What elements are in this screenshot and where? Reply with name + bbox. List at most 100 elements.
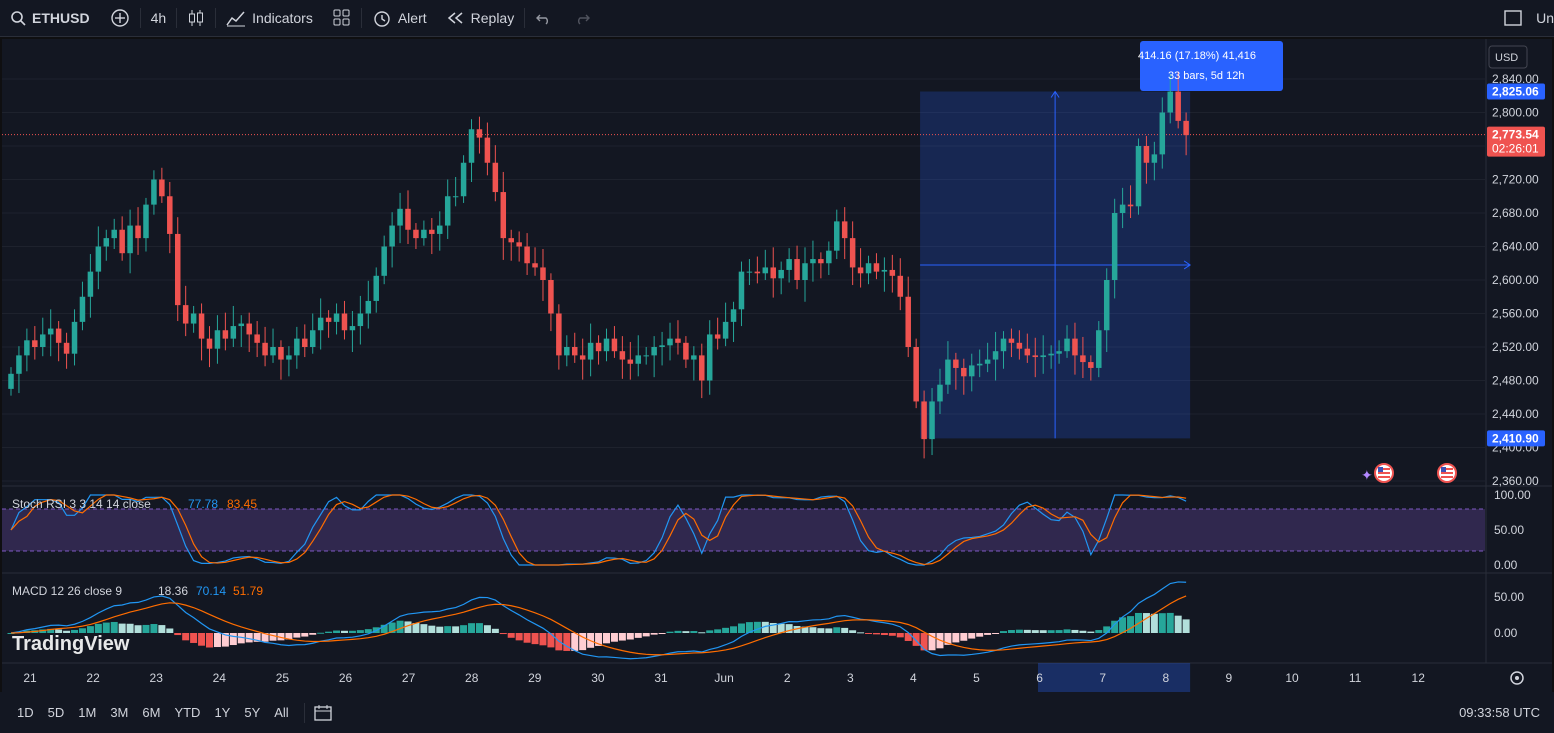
stoch-tick-label: 100.00 bbox=[1494, 488, 1531, 502]
chart-area[interactable]: ✦ 2,840.002,800.002,760.002,720.002,680.… bbox=[2, 39, 1552, 692]
interval-button[interactable]: 4h bbox=[141, 0, 177, 36]
macd-histogram-bar bbox=[412, 623, 420, 633]
candle-body bbox=[889, 269, 896, 276]
macd-histogram-bar bbox=[595, 633, 603, 646]
macd-pane bbox=[7, 581, 1190, 660]
stoch-rsi-pane bbox=[2, 494, 1485, 566]
macd-histogram-bar bbox=[523, 633, 531, 643]
candle-body bbox=[849, 238, 856, 268]
candle-body bbox=[532, 263, 538, 268]
macd-histogram-bar bbox=[174, 633, 182, 636]
macd-histogram-bar bbox=[817, 628, 825, 633]
candle-body bbox=[667, 338, 673, 346]
us-flag-event-icon[interactable] bbox=[1437, 463, 1457, 483]
candle-body bbox=[1024, 348, 1031, 356]
candle-body bbox=[1072, 338, 1078, 356]
range-button-all[interactable]: All bbox=[274, 705, 289, 720]
macd-histogram-bar bbox=[404, 621, 412, 633]
price-tick-label: 2,560.00 bbox=[1492, 307, 1539, 321]
candle-body bbox=[286, 355, 292, 360]
candle-body bbox=[405, 208, 411, 230]
range-button-6m[interactable]: 6M bbox=[142, 705, 161, 720]
price-axis[interactable]: 2,840.002,800.002,760.002,720.002,680.00… bbox=[1487, 45, 1545, 640]
price-tick-label: 2,680.00 bbox=[1492, 206, 1539, 220]
range-button-1d[interactable]: 1D bbox=[17, 705, 34, 720]
indicators-button[interactable]: Indicators bbox=[216, 0, 323, 36]
chart-canvas[interactable]: ✦ 2,840.002,800.002,760.002,720.002,680.… bbox=[2, 39, 1552, 692]
measure-time-highlight bbox=[1038, 663, 1191, 692]
flag-canton bbox=[1378, 467, 1383, 472]
currency-button bbox=[1488, 45, 1528, 69]
candle-body bbox=[564, 347, 570, 356]
symbol-label: ETHUSD bbox=[32, 10, 90, 26]
macd-histogram-bar bbox=[86, 626, 94, 633]
macd-histogram-bar bbox=[1166, 612, 1174, 633]
macd-histogram-bar bbox=[1047, 630, 1055, 633]
macd-histogram-bar bbox=[888, 633, 896, 636]
templates-button[interactable] bbox=[323, 0, 361, 36]
flag-stripe bbox=[1378, 476, 1390, 478]
time-tick-label: 28 bbox=[465, 671, 479, 685]
gear-ring bbox=[1510, 671, 1524, 685]
candle-body bbox=[365, 300, 372, 314]
replay-button[interactable]: Replay bbox=[437, 0, 525, 36]
candle-body bbox=[921, 401, 927, 440]
clock[interactable]: 09:33:58 UTC bbox=[1459, 705, 1540, 720]
candle-body bbox=[174, 233, 181, 306]
settings-gear-icon[interactable] bbox=[1510, 671, 1524, 685]
candle-body bbox=[929, 401, 935, 440]
macd-histogram-bar bbox=[1087, 631, 1095, 633]
countdown-label: 02:26:01 bbox=[1492, 142, 1539, 156]
divider bbox=[176, 8, 178, 28]
candle-body bbox=[778, 269, 784, 279]
unnamed-layout[interactable]: Un bbox=[1532, 0, 1554, 36]
range-button-5d[interactable]: 5D bbox=[47, 705, 65, 720]
candle-body bbox=[119, 229, 125, 254]
currency-label: USD bbox=[1495, 52, 1518, 64]
calendar-icon[interactable] bbox=[313, 704, 333, 722]
macd-histogram-bar bbox=[301, 633, 309, 637]
macd-histogram-bar bbox=[396, 620, 404, 633]
range-button-1m[interactable]: 1M bbox=[78, 705, 97, 720]
range-button-3m[interactable]: 3M bbox=[110, 705, 129, 720]
macd-histogram-bar bbox=[325, 631, 333, 633]
candle-body bbox=[1135, 146, 1142, 207]
symbol-search[interactable]: ETHUSD bbox=[0, 0, 100, 36]
time-tick-label: 21 bbox=[23, 671, 37, 685]
macd-histogram-bar bbox=[206, 633, 213, 648]
candle-body bbox=[95, 246, 102, 272]
time-axis[interactable]: 21 22 23 24 25 26 27 28 29 30 31 Jun 2 3 4 5 6 7 8 9 10 11 12 bbox=[23, 671, 1524, 685]
macd-histogram-bar bbox=[55, 629, 63, 633]
macd-histogram-bar bbox=[348, 630, 356, 633]
stoch-k-line bbox=[10, 494, 1187, 566]
compare-button[interactable] bbox=[100, 0, 140, 36]
time-tick-label: 23 bbox=[150, 671, 164, 685]
candle-body bbox=[325, 317, 332, 322]
alert-button[interactable]: Alert bbox=[362, 0, 437, 36]
macd-histogram-bar bbox=[650, 633, 658, 635]
macd-histogram-bar bbox=[253, 633, 261, 642]
chart-type-button[interactable] bbox=[177, 0, 215, 36]
macd-histogram-bar bbox=[1119, 617, 1127, 633]
candle-body bbox=[897, 275, 904, 297]
macd-histogram-bar bbox=[420, 624, 428, 633]
range-button-ytd[interactable]: YTD bbox=[174, 705, 201, 720]
alert-label: Alert bbox=[397, 10, 427, 26]
undo-button[interactable] bbox=[525, 0, 563, 36]
candle-body bbox=[24, 340, 30, 356]
macd-histogram-bar bbox=[690, 631, 698, 633]
macd-histogram-bar bbox=[1079, 630, 1087, 633]
redo-button[interactable] bbox=[563, 0, 601, 36]
candle-body bbox=[397, 208, 403, 226]
macd-histogram-bar bbox=[142, 624, 150, 633]
macd-signal-value: 51.79 bbox=[233, 584, 263, 598]
macd-histogram-bar bbox=[190, 633, 198, 643]
layout-button[interactable] bbox=[1494, 0, 1532, 36]
us-flag-event-icon[interactable] bbox=[1374, 463, 1394, 483]
candle-body bbox=[373, 275, 379, 301]
candle-body bbox=[706, 334, 713, 381]
range-button-5y[interactable]: 5Y bbox=[244, 705, 261, 720]
macd-histogram-bar bbox=[904, 633, 912, 641]
range-button-1y[interactable]: 1Y bbox=[214, 705, 231, 720]
candle-body bbox=[294, 338, 300, 356]
